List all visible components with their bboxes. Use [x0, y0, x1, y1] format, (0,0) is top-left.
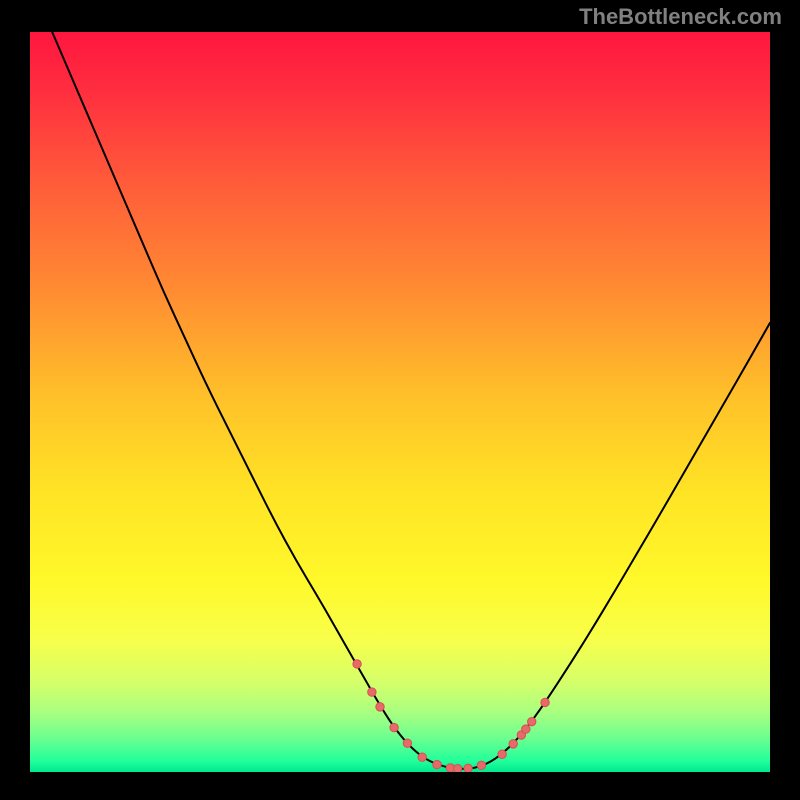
curve-marker: [390, 723, 398, 731]
curve-marker: [541, 698, 549, 706]
chart-frame: TheBottleneck.com: [0, 0, 800, 800]
curve-marker: [376, 703, 384, 711]
curve-marker: [433, 760, 441, 768]
curve-marker: [498, 750, 506, 758]
plot-svg: [30, 32, 770, 772]
curve-marker: [353, 660, 361, 668]
plot-area: [30, 32, 770, 772]
curve-marker: [403, 739, 411, 747]
watermark-text: TheBottleneck.com: [579, 4, 782, 30]
curve-marker: [464, 764, 472, 772]
curve-marker: [477, 761, 485, 769]
curve-marker: [522, 725, 530, 733]
curve-marker: [418, 753, 426, 761]
curve-marker: [454, 764, 462, 772]
curve-marker: [509, 740, 517, 748]
curve-marker: [368, 688, 376, 696]
gradient-background: [30, 32, 770, 772]
curve-marker: [528, 717, 536, 725]
